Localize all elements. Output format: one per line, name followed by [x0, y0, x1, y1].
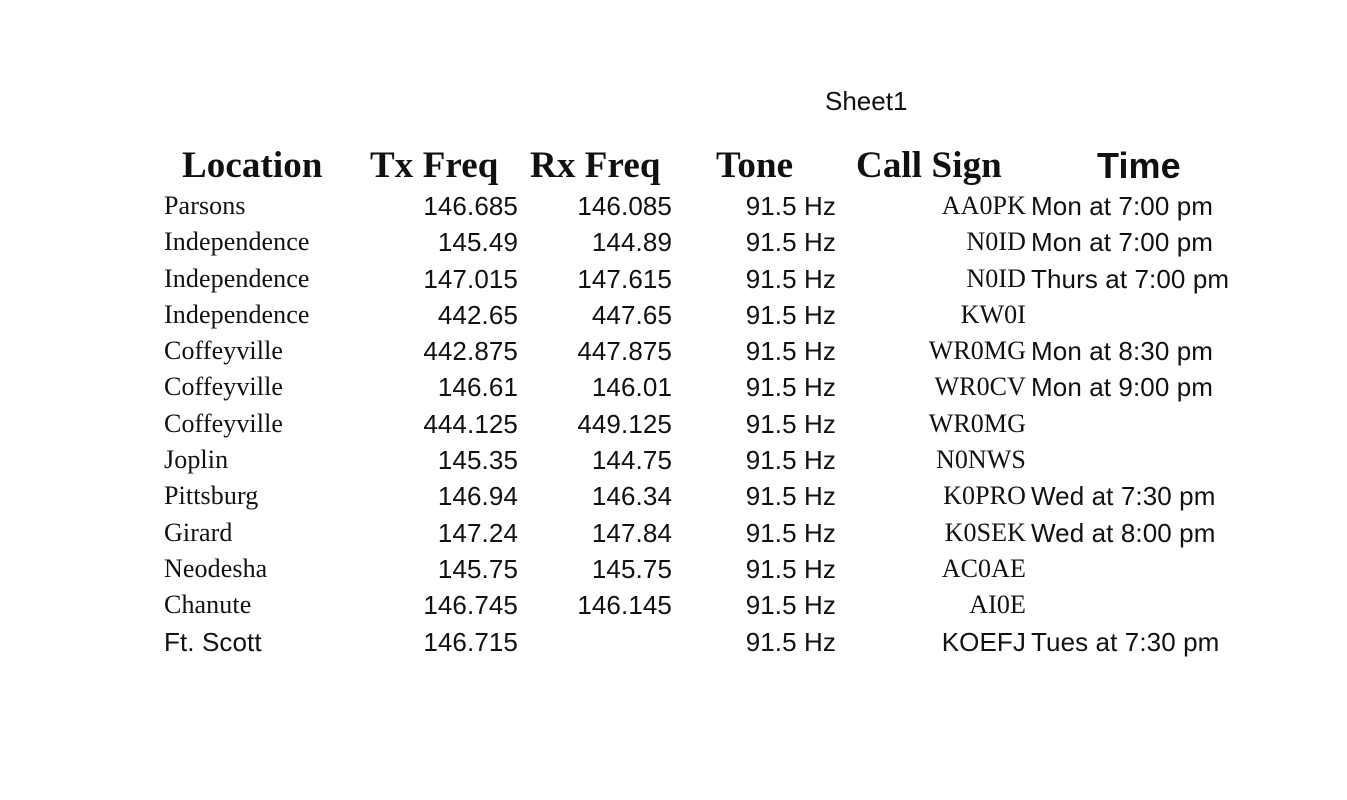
cell-time: Tues at 7:30 pm	[1031, 626, 1220, 657]
cell-location: Parsons	[164, 191, 246, 220]
cell-rx-freq: 144.89	[591, 227, 672, 258]
cell-call-sign: N0ID	[966, 227, 1026, 257]
cell-call-sign: K0SEK	[944, 517, 1026, 547]
cell-rx-freq: 146.34	[591, 481, 672, 512]
cell-tone: 91.5 Hz	[745, 299, 836, 330]
cell-call-sign: AA0PK	[941, 191, 1026, 220]
table-row: Chanute 146.745 146.145 91.5 Hz AI0E	[0, 587, 1347, 623]
cell-tone: 91.5 Hz	[745, 372, 836, 403]
cell-location: Neodesha	[164, 553, 268, 583]
cell-call-sign: AI0E	[969, 590, 1026, 620]
cell-location: Coffeyville	[164, 408, 284, 438]
cell-call-sign: N0NWS	[935, 445, 1026, 475]
cell-call-sign: KOEFJ	[941, 626, 1026, 657]
cell-tone: 91.5 Hz	[745, 481, 836, 512]
cell-location: Girard	[164, 517, 233, 547]
cell-tone: 91.5 Hz	[745, 191, 836, 221]
cell-time: Mon at 9:00 pm	[1031, 372, 1214, 403]
cell-tx-freq: 145.49	[437, 227, 518, 258]
cell-location: Independence	[164, 263, 310, 293]
cell-time: Wed at 8:00 pm	[1031, 517, 1216, 548]
table-row: Pittsburg 146.94 146.34 91.5 Hz K0PRO Wed at …	[0, 478, 1347, 514]
cell-tone: 91.5 Hz	[745, 445, 836, 476]
cell-tone: 91.5 Hz	[745, 590, 836, 621]
header-tone: Tone	[716, 145, 794, 186]
cell-location: Coffeyville	[164, 336, 284, 366]
table-row: Coffeyville 146.61 146.01 91.5 Hz WR0CV Mon a…	[0, 369, 1347, 405]
table-row: Independence 147.015 147.615 91.5 Hz N0ID Thu…	[0, 261, 1347, 297]
cell-location: Ft. Scott	[164, 626, 262, 657]
cell-rx-freq: 447.875	[577, 336, 672, 367]
header-rx-freq: Rx Freq	[530, 145, 661, 186]
header-time: Time	[1097, 145, 1181, 186]
table-row: Ft. Scott 146.715 91.5 Hz KOEFJ Tues at 7:30…	[0, 624, 1347, 660]
cell-time: Mon at 7:00 pm	[1031, 191, 1214, 221]
cell-location: Chanute	[164, 590, 252, 620]
cell-rx-freq: 146.145	[577, 590, 672, 621]
cell-call-sign: WR0MG	[928, 408, 1026, 438]
cell-location: Independence	[164, 227, 310, 257]
cell-tone: 91.5 Hz	[745, 553, 836, 584]
cell-location: Pittsburg	[164, 481, 259, 511]
cell-tx-freq: 442.875	[423, 336, 518, 367]
table-row: Joplin 145.35 144.75 91.5 Hz N0NWS	[0, 442, 1347, 478]
cell-call-sign: AC0AE	[941, 553, 1026, 583]
cell-call-sign: WR0CV	[934, 372, 1026, 402]
cell-tx-freq: 147.24	[437, 517, 518, 548]
header-location: Location	[182, 145, 323, 186]
cell-rx-freq: 146.01	[591, 372, 672, 403]
cell-tx-freq: 146.745	[423, 590, 518, 621]
table-body: Parsons 146.685 146.085 91.5 Hz AA0PK Mon at …	[0, 188, 1347, 660]
cell-location: Joplin	[164, 445, 229, 475]
cell-time: Mon at 8:30 pm	[1031, 336, 1214, 367]
cell-call-sign: N0ID	[966, 263, 1026, 293]
cell-rx-freq: 145.75	[591, 553, 672, 584]
cell-tx-freq: 444.125	[423, 408, 518, 439]
table-row: Girard 147.24 147.84 91.5 Hz K0SEK Wed at 8:0…	[0, 515, 1347, 551]
repeater-table: Location Tx Freq Rx Freq Tone Call Sign …	[0, 144, 1347, 660]
cell-location: Coffeyville	[164, 372, 284, 402]
cell-rx-freq: 447.65	[591, 299, 672, 330]
cell-rx-freq: 449.125	[577, 408, 672, 439]
cell-rx-freq: 146.085	[577, 191, 672, 221]
cell-tx-freq: 146.685	[423, 191, 518, 221]
cell-location: Independence	[164, 299, 310, 329]
cell-tx-freq: 145.35	[437, 445, 518, 476]
cell-tx-freq: 442.65	[437, 299, 518, 330]
table-header-row: Location Tx Freq Rx Freq Tone Call Sign …	[0, 144, 1347, 188]
table-row: Independence 442.65 447.65 91.5 Hz KW0I	[0, 297, 1347, 333]
cell-rx-freq: 144.75	[591, 445, 672, 476]
cell-tone: 91.5 Hz	[745, 336, 836, 367]
cell-tone: 91.5 Hz	[745, 626, 836, 657]
table-row: Coffeyville 444.125 449.125 91.5 Hz WR0MG	[0, 406, 1347, 442]
cell-tx-freq: 147.015	[423, 263, 518, 294]
cell-tone: 91.5 Hz	[745, 408, 836, 439]
cell-tx-freq: 145.75	[437, 553, 518, 584]
table-row: Independence 145.49 144.89 91.5 Hz N0ID Mon a…	[0, 224, 1347, 260]
cell-time: Thurs at 7:00 pm	[1031, 263, 1230, 294]
cell-tx-freq: 146.61	[437, 372, 518, 403]
table-row: Parsons 146.685 146.085 91.5 Hz AA0PK Mon at …	[0, 188, 1347, 224]
sheet-title: Sheet1	[825, 86, 908, 116]
cell-call-sign: WR0MG	[928, 336, 1026, 366]
cell-rx-freq: 147.615	[577, 263, 672, 294]
cell-time: Wed at 7:30 pm	[1031, 481, 1216, 512]
cell-call-sign: KW0I	[960, 299, 1026, 329]
cell-tx-freq: 146.715	[423, 626, 518, 657]
cell-tx-freq: 146.94	[437, 481, 518, 512]
header-call-sign: Call Sign	[856, 145, 1002, 186]
cell-tone: 91.5 Hz	[745, 263, 836, 294]
cell-rx-freq: 147.84	[591, 517, 672, 548]
cell-call-sign: K0PRO	[943, 481, 1026, 511]
cell-tone: 91.5 Hz	[745, 517, 836, 548]
table-row: Neodesha 145.75 145.75 91.5 Hz AC0AE	[0, 551, 1347, 587]
cell-tone: 91.5 Hz	[745, 227, 836, 258]
table-row: Coffeyville 442.875 447.875 91.5 Hz WR0MG Mon…	[0, 333, 1347, 369]
header-tx-freq: Tx Freq	[370, 145, 499, 186]
cell-time: Mon at 7:00 pm	[1031, 227, 1214, 258]
